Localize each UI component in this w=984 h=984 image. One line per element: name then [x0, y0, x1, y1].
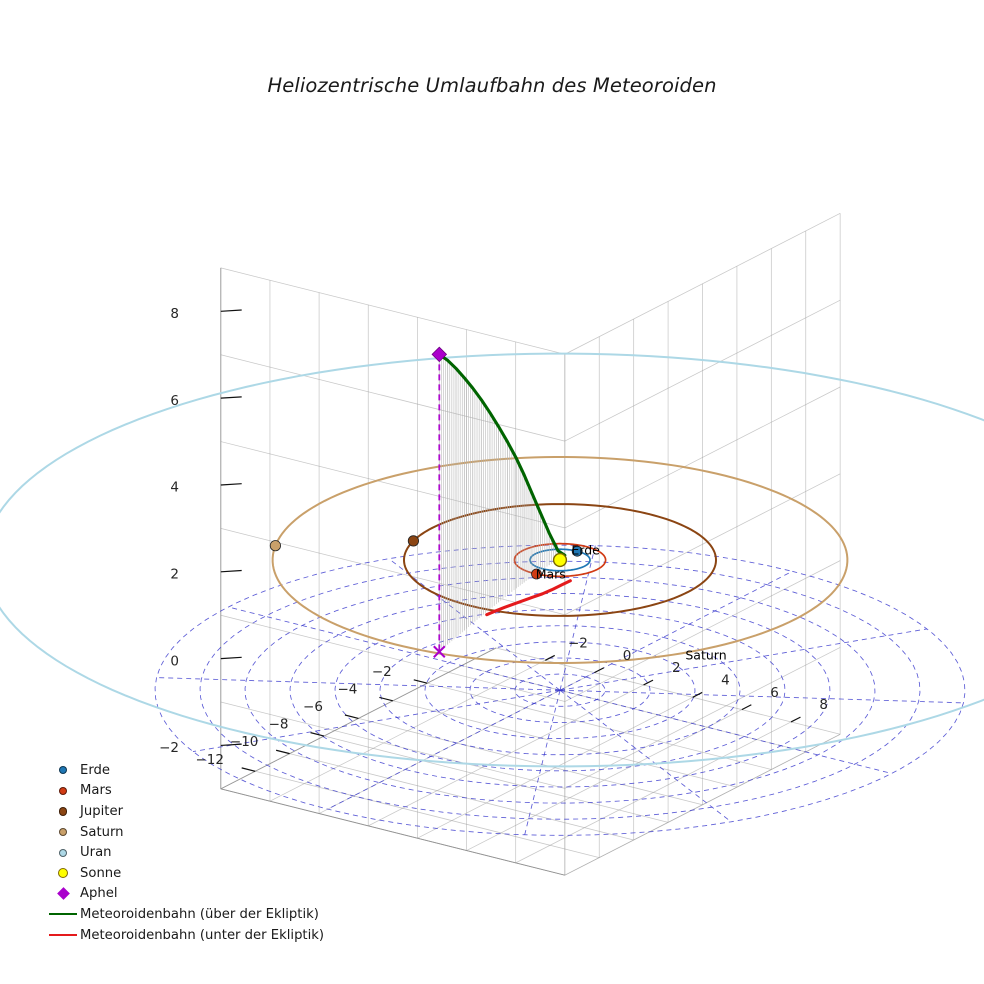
legend-item-label: Uran [80, 845, 112, 861]
legend-marker-circle-icon [57, 868, 69, 879]
planet-marker-mars [531, 568, 542, 580]
legend-item-jupiter[interactable]: Jupiter [46, 801, 336, 822]
legend: Erde Mars Jupiter Saturn Uran Sonne Aphel Meteo… [46, 760, 336, 945]
page-title: Heliozentrische Umlaufbahn des Meteoroid… [267, 74, 717, 97]
legend-item-sonne[interactable]: Sonne [46, 863, 336, 884]
polar-grid [154, 544, 966, 836]
planet-marker-erde [571, 545, 583, 557]
x-tick-label: −4 [337, 681, 357, 697]
x-tick-label: −12 [196, 752, 225, 768]
body-label-saturn: Saturn [685, 647, 726, 662]
legend-marker-circle-icon [58, 827, 68, 837]
y-tick-label: 4 [721, 673, 730, 689]
z-tick-label: 2 [170, 566, 179, 582]
aphel-projection-x-marker [433, 645, 446, 658]
z-tick-label: 0 [170, 653, 179, 669]
z-tick-label: −2 [159, 740, 179, 756]
legend-marker-circle-icon [58, 807, 68, 816]
x-tick-label: −10 [230, 734, 259, 750]
body-label-erde: Erde [571, 543, 600, 558]
legend-marker-circle-icon [58, 848, 68, 857]
y-tick-label: 6 [770, 685, 779, 701]
x-tick-label: −8 [269, 717, 289, 733]
y-tick-label: 8 [819, 697, 828, 713]
axes-pane-grid [220, 213, 841, 876]
celestial-body-markers [269, 346, 583, 658]
sun-marker [552, 552, 568, 568]
orbit-stem-lines [438, 354, 562, 652]
legend-item-label: Erde [80, 762, 111, 778]
legend-item-erde[interactable]: Erde [46, 760, 336, 781]
legend-item-aphel[interactable]: Aphel [46, 884, 336, 905]
legend-item-meteoroidenbahn[interactable]: Meteoroidenbahn (über der Ekliptik) [46, 904, 336, 925]
legend-item-label: Meteoroidenbahn (über der Ekliptik) [80, 906, 319, 922]
legend-item-saturn[interactable]: Saturn [46, 822, 336, 843]
legend-item-uran[interactable]: Uran [46, 842, 336, 863]
planet-marker-jupiter [407, 535, 420, 547]
legend-item-label: Sonne [80, 865, 122, 881]
legend-marker-line-icon [49, 913, 77, 916]
legend-item-label: Saturn [80, 824, 124, 840]
y-tick-label: −2 [568, 636, 588, 652]
axis-tick-marks [220, 309, 801, 772]
legend-item-mars[interactable]: Mars [46, 781, 336, 802]
aphel-marker [431, 346, 448, 363]
z-tick-label: 4 [170, 480, 179, 496]
legend-marker-line-icon [49, 934, 77, 937]
legend-item-meteoroidenbahn[interactable]: Meteoroidenbahn (unter der Ekliptik) [46, 925, 336, 946]
legend-marker-diamond-icon [56, 887, 70, 901]
meteoroid-orbit-curves [437, 352, 572, 617]
legend-item-label: Jupiter [80, 803, 123, 819]
body-label-mars: Mars [536, 567, 566, 582]
y-tick-label: 0 [623, 648, 632, 664]
z-tick-label: 6 [170, 393, 179, 409]
x-tick-label: −6 [303, 699, 323, 715]
legend-item-label: Meteoroidenbahn (unter der Ekliptik) [80, 927, 325, 943]
z-tick-label: 8 [170, 306, 179, 322]
y-tick-label: 2 [672, 660, 681, 676]
axis-tick-labels: −12 −10 −8 −6 −4 −2 −2 0 2 4 6 8 −2 0 2 4 6 8 [159, 306, 828, 768]
x-tick-label: −2 [372, 664, 392, 680]
body-annotation-labels: Erde Mars Saturn [536, 543, 727, 663]
legend-item-label: Mars [80, 783, 112, 799]
planet-marker-saturn [269, 540, 281, 552]
legend-marker-circle-icon [58, 766, 68, 775]
legend-marker-circle-icon [58, 786, 68, 796]
legend-item-label: Aphel [80, 886, 118, 902]
